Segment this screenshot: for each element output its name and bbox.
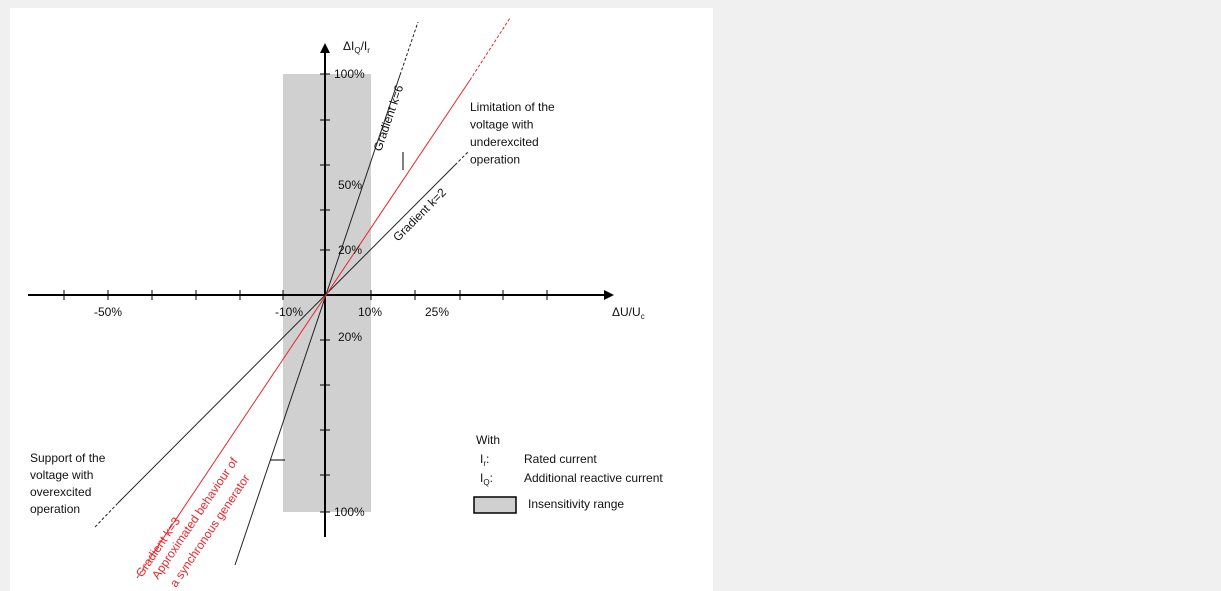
limitation-note: operation bbox=[470, 153, 520, 167]
legend-text: Additional reactive current bbox=[524, 471, 663, 485]
y-tick-label: 50% bbox=[338, 178, 362, 192]
k3-line bbox=[149, 79, 471, 559]
legend-swatch bbox=[473, 496, 517, 514]
x-tick-label: -50% bbox=[94, 305, 122, 319]
support-note: overexcited bbox=[30, 485, 91, 499]
y-tick-label: 20% bbox=[338, 243, 362, 257]
x-tick-label: -10% bbox=[275, 305, 303, 319]
legend-symbol: Ir: bbox=[480, 452, 489, 468]
y-tick-label: 20% bbox=[338, 330, 362, 344]
support-note: Support of the bbox=[30, 451, 106, 465]
limitation-note: Limitation of the bbox=[470, 100, 555, 114]
k2-line-dash bbox=[454, 151, 469, 166]
k6-line bbox=[234, 74, 401, 566]
y-tick-label: 100% bbox=[334, 67, 365, 81]
legend-text: Insensitivity range bbox=[528, 497, 624, 511]
k6-line-dash bbox=[399, 21, 419, 76]
k3-line-dash bbox=[136, 557, 151, 579]
legend-text: Rated current bbox=[524, 452, 597, 466]
legend-symbol: IQ: bbox=[480, 471, 493, 487]
x-axis-label: ΔU/Uc bbox=[612, 305, 645, 321]
axis-ticks bbox=[63, 73, 548, 513]
limitation-note: voltage with bbox=[470, 118, 533, 132]
limitation-note: underexcited bbox=[470, 135, 539, 149]
y-tick-label: 100% bbox=[334, 505, 365, 519]
support-note: voltage with bbox=[30, 468, 93, 482]
support-note: operation bbox=[30, 502, 80, 516]
k2-line bbox=[117, 164, 456, 504]
notes: Limitation of the voltage with underexcite… bbox=[30, 100, 555, 516]
k2-line-dash bbox=[94, 502, 119, 528]
y-axis-label: ΔIQ/Ir bbox=[343, 39, 370, 55]
k3-line-dash bbox=[469, 17, 511, 81]
x-arrow bbox=[604, 290, 614, 300]
y-arrow bbox=[320, 43, 330, 53]
x-tick-label: 10% bbox=[358, 305, 382, 319]
legend-title: With bbox=[476, 433, 500, 447]
x-tick-label: 25% bbox=[425, 305, 449, 319]
